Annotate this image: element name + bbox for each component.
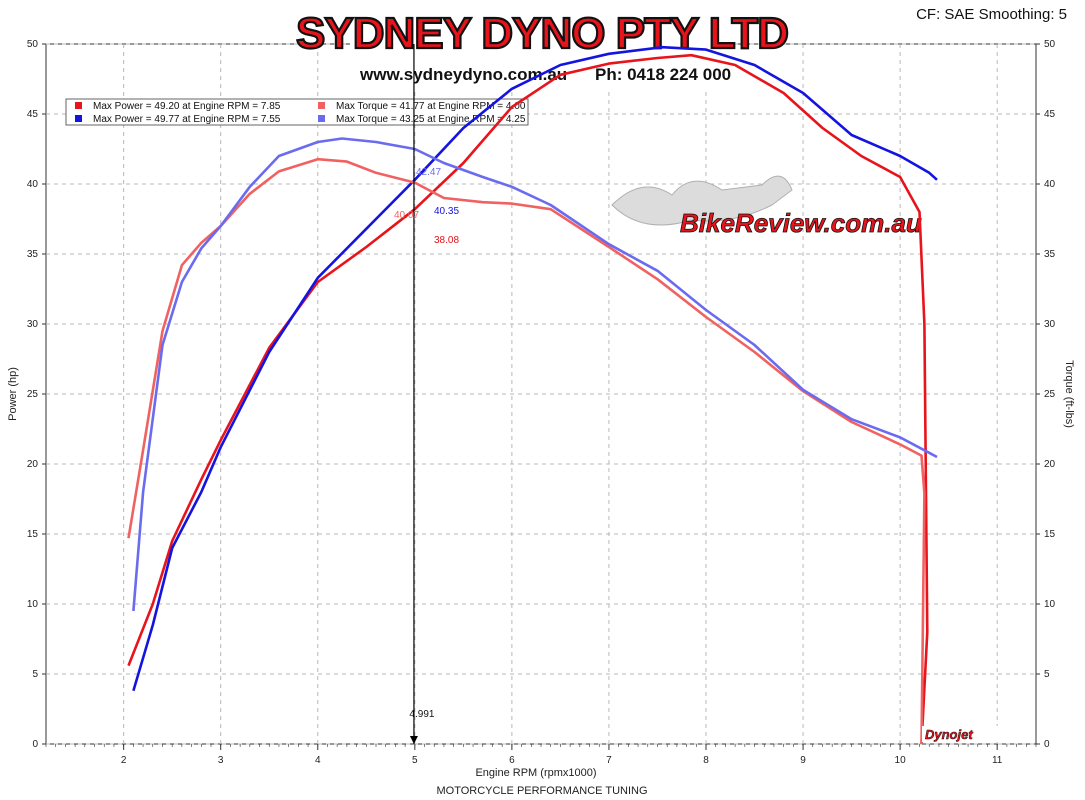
y-axis-title: Power (hp) [7, 367, 19, 421]
y2-tick-label: 40 [1044, 179, 1056, 190]
x-tick-label: 3 [218, 755, 224, 766]
x-tick-label: 8 [703, 755, 709, 766]
dynojet-logo: Dynojet [922, 726, 1020, 742]
y2-tick-label: 15 [1044, 529, 1056, 540]
series-layer [127, 45, 938, 745]
x-tick-label: 11 [992, 755, 1003, 766]
y-tick-label: 50 [27, 39, 39, 50]
legend-entry-torque-run2: Max Torque = 43.25 at Engine RPM = 4.25 [336, 114, 526, 125]
x-tick-label: 9 [800, 755, 806, 766]
y2-tick-label: 30 [1044, 319, 1056, 330]
y2-tick-label: 50 [1044, 39, 1056, 50]
dynojet-logo-bg [922, 726, 1020, 742]
legend-box [65, 98, 529, 126]
y2-axis-title: Torque (ft-lbs) [1063, 360, 1075, 428]
motorcycle-icon [611, 175, 793, 226]
cursor-readout-torque-run2: 42.47 [416, 167, 441, 178]
x-axis-ticks: 2 3 4 5 6 7 8 9 10 11 [45, 744, 1037, 766]
settings-readout: CF: SAE Smoothing: 5 [916, 6, 1067, 23]
y2-tick-label: 10 [1044, 599, 1056, 610]
brand-phone: Ph: 0418 224 000 [595, 65, 731, 84]
rpm-cursor[interactable]: 4.991 42.47 40.07 40.35 38.08 [394, 44, 459, 744]
legend-entry-power-run2: Max Power = 49.77 at Engine RPM = 7.55 [93, 114, 281, 125]
cursor-rpm-label: 4.991 [409, 709, 434, 720]
y-tick-label: 40 [27, 179, 39, 190]
y2-tick-label: 20 [1044, 459, 1056, 470]
legend-entry-power-run1: Max Power = 49.20 at Engine RPM = 7.85 [93, 101, 281, 112]
cursor-arrow-icon [409, 736, 418, 744]
x-tick-label: 6 [509, 755, 515, 766]
y-tick-label: 35 [27, 249, 39, 260]
y2-tick-label: 5 [1044, 669, 1050, 680]
x-tick-label: 10 [895, 755, 907, 766]
x-tick-label: 2 [121, 755, 127, 766]
y2-tick-label: 45 [1044, 109, 1056, 120]
cursor-readout-power-run2: 40.35 [434, 206, 459, 217]
y2-tick-label: 35 [1044, 249, 1056, 260]
x-tick-label: 4 [315, 755, 321, 766]
series-power-run1 [127, 53, 929, 745]
legend-swatch-torque-run2 [318, 115, 325, 122]
y-tick-label: 20 [27, 459, 39, 470]
series-torque-run2 [132, 137, 938, 612]
y2-tick-label: 25 [1044, 389, 1056, 400]
y-tick-label: 25 [27, 389, 39, 400]
brand-url: www.sydneydyno.com.au [359, 65, 567, 84]
x-tick-label: 5 [412, 755, 418, 766]
series-power-run2 [132, 45, 938, 692]
y-tick-label: 30 [27, 319, 39, 330]
bikereview-watermark: BikeReview.com.au [680, 208, 922, 238]
y-tick-label: 10 [27, 599, 39, 610]
y2-tick-label: 0 [1044, 739, 1050, 750]
x-axis-title: Engine RPM (rpmx1000) [475, 767, 596, 779]
dynojet-logo-text: Dynojet [925, 727, 973, 742]
bikereview-logo: BikeReview.com.au [611, 175, 922, 238]
legend-swatch-power-run2 [75, 115, 82, 122]
cursor-readout-power-run1: 38.08 [434, 235, 459, 246]
x-tick-label: 7 [606, 755, 612, 766]
legend-swatch-torque-run1 [318, 102, 325, 109]
legend-entry-torque-run1: Max Torque = 41.77 at Engine RPM = 4.00 [336, 101, 526, 112]
series-torque-run1 [127, 157, 926, 745]
y-tick-label: 0 [32, 739, 38, 750]
legend-swatch-power-run1 [75, 102, 82, 109]
y-axis-ticks: 0 5 10 15 20 25 30 35 40 45 50 [27, 39, 46, 750]
legend: Max Power = 49.20 at Engine RPM = 7.85 M… [65, 98, 529, 126]
cursor-readout-torque-run1: 40.07 [394, 210, 419, 221]
brand-title: SYDNEY DYNO PTY LTD [296, 9, 788, 58]
y-tick-label: 15 [27, 529, 39, 540]
y-tick-label: 45 [27, 109, 39, 120]
footer-caption: MOTORCYCLE PERFORMANCE TUNING [436, 785, 647, 797]
y-tick-label: 5 [32, 669, 38, 680]
y2-axis-ticks: 0 5 10 15 20 25 30 35 40 45 50 [1036, 39, 1056, 750]
